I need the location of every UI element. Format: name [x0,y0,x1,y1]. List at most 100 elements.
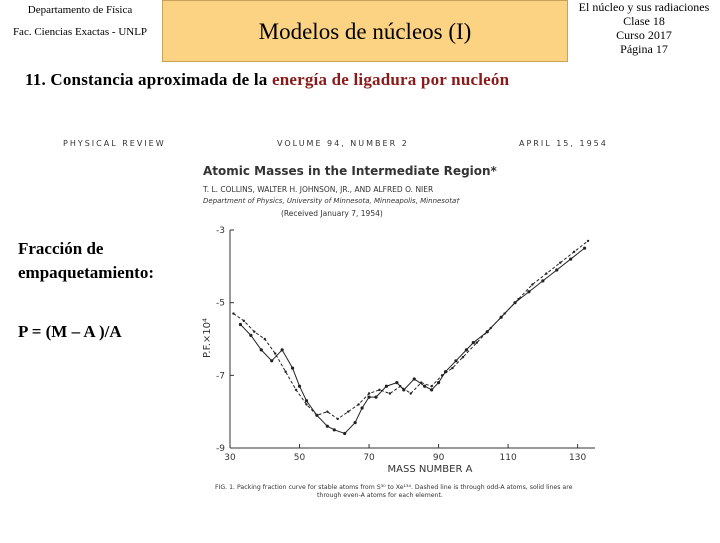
packing-fraction-formula: P = (M – A )/A [18,322,122,341]
data-point [395,381,399,385]
data-point [517,297,520,301]
y-axis-label: P.F.×10⁴ [202,318,213,358]
x-tick-label: 50 [294,453,306,463]
data-point [360,406,364,410]
data-point [326,410,329,413]
class-number: Clase 18 [623,14,665,28]
data-point [430,385,433,388]
label-line2: empaquetamiento: [18,263,154,282]
data-point [374,395,378,399]
data-point [430,388,434,392]
data-point [454,359,458,363]
header-right: El núcleo y sus radiaciones Clase 18 Cur… [568,0,720,56]
data-point [325,424,329,428]
department-label: Departamento de Física [27,4,133,16]
data-point [284,370,287,373]
data-point [263,337,266,341]
slide-title-box: Modelos de núcleos (I) [162,0,568,62]
heading-highlight: energía de ligadura por nucleón [271,70,510,89]
data-point [419,381,423,384]
data-point [367,392,371,395]
data-point [305,403,308,406]
data-point [471,341,475,345]
paper-affiliation: Department of Physics, University of Min… [203,197,460,205]
data-point [475,341,479,344]
data-point [315,414,319,417]
packing-fraction-label: Fracción de empaquetamiento: [18,237,154,285]
data-point [388,392,392,395]
course-year: Curso 2017 [616,28,672,42]
x-tick-label: 30 [224,453,236,463]
data-point [367,395,371,399]
x-tick-label: 90 [433,453,445,463]
slide-title: Modelos de núcleos (I) [258,19,472,44]
data-point [249,333,253,337]
data-point [378,388,381,392]
faculty-label: Fac. Ciencias Exactas - UNLP [12,26,148,38]
section-heading: 11. Constancia aproximada de la energía … [25,70,509,90]
data-point [503,312,506,315]
course-name: El núcleo y sus radiaciones [578,0,710,14]
data-point [461,355,465,359]
data-point [336,417,339,421]
y-tick-label: -7 [216,371,225,381]
data-point [572,250,576,253]
data-point [586,239,590,243]
label-line1: Fracción de [18,239,104,258]
page-number: Página 17 [620,42,668,56]
data-point [384,384,389,388]
data-point [357,403,360,406]
figure-caption-line2: through even-A atoms for each element. [317,492,443,499]
data-point [280,348,284,352]
data-point [273,352,277,355]
data-point [436,381,441,385]
paper-title: Atomic Masses in the Intermediate Region… [203,164,498,178]
data-point [232,312,235,315]
paper-authors: T. L. COLLINS, WALTER H. JOHNSON, JR., A… [202,185,433,194]
data-point [294,388,298,392]
paper-scan: PHYSICAL REVIEW VOLUME 94, NUMBER 2 APRI… [55,128,655,538]
data-point [409,392,412,395]
data-point [412,377,416,381]
journal-volume: VOLUME 94, NUMBER 2 [277,139,409,148]
data-point [423,384,427,388]
odd-a-series-line [233,240,589,420]
x-axis-label: MASS NUMBER A [388,464,473,475]
data-point [451,366,454,370]
data-point [253,330,256,333]
data-point [346,410,350,413]
data-point [259,348,263,352]
figure-caption-line1: FIG. 1. Packing fraction curve for stabl… [215,484,573,491]
data-point [270,359,274,363]
data-point [464,348,468,352]
data-point [297,384,302,388]
data-point [290,366,295,370]
x-tick-label: 70 [363,453,375,463]
y-tick-label: -5 [216,299,225,309]
even-a-series-line [240,247,585,435]
header-left: Departamento de Física Fac. Ciencias Exa… [0,0,160,62]
journal-date: APRIL 15, 1954 [519,139,608,148]
x-ticks: 30 50 70 90 110 130 [224,444,586,463]
data-point [555,268,559,272]
data-point [582,246,587,250]
data-point [238,322,243,327]
data-point [304,399,309,403]
y-ticks: -3 -5 -7 -9 [216,226,234,454]
paper-received: (Received January 7, 1954) [281,209,383,218]
series-layer [232,239,590,436]
data-point [399,385,402,388]
data-point [332,428,336,432]
packing-fraction-chart: 30 50 70 90 110 130 -3 -5 -7 -9 MASS NUMBER A P.… [202,226,595,475]
x-tick-label: 130 [569,453,586,463]
data-point [545,272,548,275]
data-point [569,257,573,261]
data-point [353,420,357,425]
data-point [343,431,347,436]
y-tick-label: -9 [216,444,225,454]
data-point [489,326,492,330]
x-tick-label: 110 [500,453,517,463]
data-point [527,290,531,294]
data-point [541,279,545,283]
data-point [242,319,246,323]
